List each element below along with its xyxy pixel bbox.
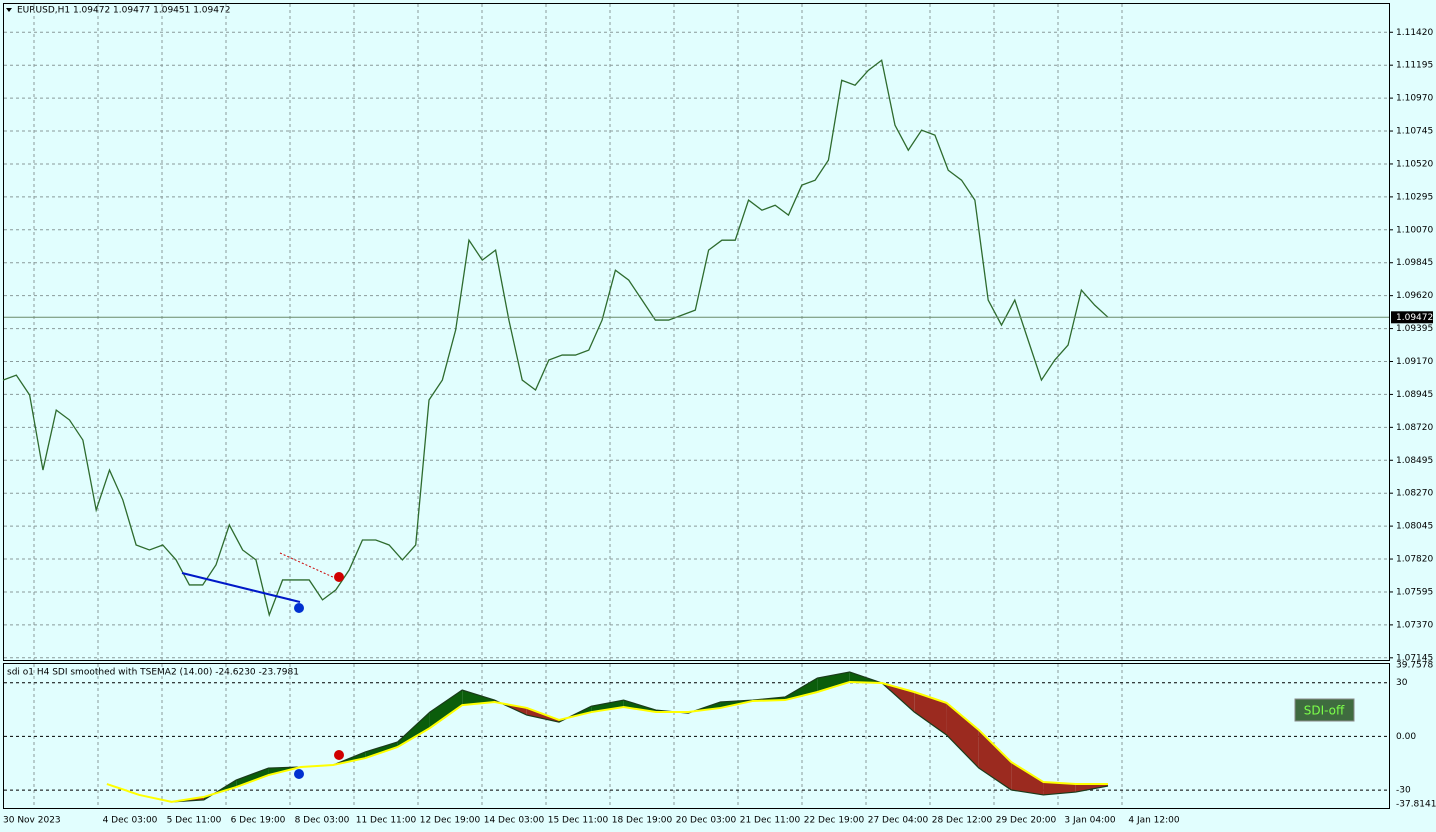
chart-title: EURUSD,H1 1.09472 1.09477 1.09451 1.0947…: [17, 6, 230, 16]
y-tick-label: 0.00: [1396, 732, 1416, 742]
y-tick-label: 1.11420: [1396, 28, 1433, 38]
y-tick-label: 1.09620: [1396, 291, 1433, 301]
x-tick-label: 28 Dec 12:00: [932, 816, 993, 826]
arrow-marker: [334, 572, 344, 582]
x-tick-label: 18 Dec 19:00: [612, 816, 673, 826]
x-tick-label: 8 Dec 03:00: [295, 816, 350, 826]
x-tick-label: 12 Dec 19:00: [420, 816, 481, 826]
y-tick-label: 1.07145: [1396, 653, 1433, 663]
sdi-button[interactable]: [1294, 698, 1355, 722]
main-frame: [3, 3, 1390, 661]
sdi-button-label[interactable]: SDI-off: [1304, 704, 1345, 718]
price-line: [2, 59, 1109, 618]
y-tick-label: 1.07595: [1396, 587, 1433, 597]
y-tick-label: 1.08045: [1396, 522, 1433, 532]
x-tick-label: 27 Dec 04:00: [868, 816, 929, 826]
current-price-label: 1.09472: [1396, 313, 1433, 323]
x-tick-label: 21 Dec 11:00: [740, 816, 801, 826]
indicator-frame: [3, 663, 1390, 809]
y-tick-label: -37.8141: [1396, 800, 1436, 810]
band-fill: [785, 678, 818, 701]
band-fill: [429, 690, 463, 728]
y-tick-label: 1.08495: [1396, 456, 1433, 466]
x-tick-label: 4 Jan 12:00: [1128, 816, 1180, 826]
y-tick-label: 1.10520: [1396, 159, 1433, 169]
current-price-box: [1391, 311, 1433, 324]
arrow-marker: [294, 603, 304, 613]
drawings: [181, 552, 344, 779]
x-tick-label: 29 Dec 20:00: [996, 816, 1057, 826]
y-tick-label: 1.11195: [1396, 61, 1433, 71]
y-tick-label: 1.09845: [1396, 258, 1433, 268]
x-tick-label: 30 Nov 2023: [3, 816, 61, 826]
y-tick-label: 1.09395: [1396, 324, 1433, 334]
band-fill: [365, 741, 398, 759]
y-tick-label: 1.08720: [1396, 423, 1433, 433]
y-tick-label: 1.09170: [1396, 357, 1433, 367]
arrow-marker: [294, 769, 304, 779]
y-tick-label: 1.08945: [1396, 390, 1433, 400]
y-tick-label: 1.10970: [1396, 94, 1433, 104]
x-tick-label: 20 Dec 03:00: [676, 816, 737, 826]
y-tick-label: -30: [1396, 786, 1411, 796]
x-tick-label: 5 Dec 11:00: [167, 816, 222, 826]
y-tick-label: 39.7578: [1396, 661, 1433, 671]
x-tick-label: 14 Dec 03:00: [484, 816, 545, 826]
y-tick-label: 1.10295: [1396, 192, 1433, 202]
x-tick-label: 3 Jan 04:00: [1064, 816, 1116, 826]
band-fill: [1011, 761, 1044, 795]
band-fill: [462, 690, 495, 706]
band-fill: [236, 768, 269, 788]
y-tick-label: 1.07370: [1396, 620, 1433, 630]
band-fill: [978, 729, 1012, 790]
band-fill: [914, 692, 947, 735]
indicator-title: sdi o1 H4 SDI smoothed with TSEMA2 (14.0…: [7, 668, 299, 678]
x-tick-label: 4 Dec 03:00: [103, 816, 158, 826]
indicator-line: [106, 680, 1108, 803]
x-tick-label: 11 Dec 11:00: [356, 816, 417, 826]
indicator-line: [106, 671, 1109, 803]
x-tick-label: 22 Dec 19:00: [804, 816, 865, 826]
y-tick-label: 1.10070: [1396, 225, 1433, 235]
y-tick-label: 1.07820: [1396, 555, 1433, 565]
trend-line: [181, 572, 301, 603]
arrow-marker: [334, 750, 344, 760]
band-fill: [591, 700, 624, 713]
band-fill: [946, 702, 979, 769]
y-tick-label: 30: [1396, 678, 1408, 688]
x-tick-label: 15 Dec 11:00: [548, 816, 609, 826]
x-tick-label: 6 Dec 19:00: [231, 816, 286, 826]
band-fill: [397, 712, 430, 747]
menu-arrow[interactable]: [6, 8, 12, 12]
band-fill: [1043, 782, 1076, 795]
y-tick-label: 1.10745: [1396, 127, 1433, 137]
y-tick-label: 1.08270: [1396, 489, 1433, 499]
